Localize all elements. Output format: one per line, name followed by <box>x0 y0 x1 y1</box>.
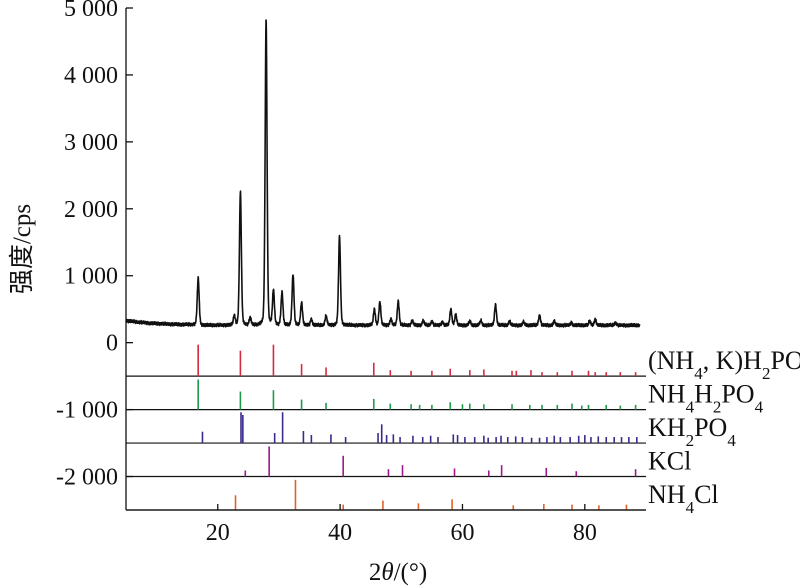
y-tick-label: -2 000 <box>56 465 118 491</box>
y-tick-label: 5 000 <box>64 0 118 22</box>
y-tick-label: 3 000 <box>64 130 118 156</box>
reference-pattern-label: NH4H2PO4 <box>648 380 764 417</box>
measured-diffraction-curve <box>125 19 641 328</box>
x-axis-label-suffix: /(°) <box>394 559 428 586</box>
y-axis-label: 强度/cps <box>8 204 36 294</box>
reference-pattern: NH4H2PO4 <box>126 379 764 416</box>
reference-pattern-label: KH2PO4 <box>648 413 736 450</box>
reference-pattern: NH4Cl <box>126 479 719 517</box>
y-axis-tick-labels: 5 000 4 000 3 000 2 000 1 000 0 -1 000 -2 000 <box>56 0 118 491</box>
y-tick-label: 2 000 <box>64 197 118 223</box>
y-axis-ticks <box>126 7 133 478</box>
reference-patterns: (NH4, K)H2PO4NH4H2PO4KH2PO4KCl NH4Cl <box>126 344 800 517</box>
y-tick-label: 1 000 <box>64 264 118 290</box>
x-tick-label: 40 <box>328 520 352 546</box>
x-axis-label-prefix: 2 <box>369 559 382 586</box>
y-tick-label: 0 <box>106 331 118 357</box>
reference-pattern-label: KCl <box>648 447 691 476</box>
y-tick-label: -1 000 <box>56 398 118 424</box>
y-tick-label: 4 000 <box>64 63 118 89</box>
reference-pattern: (NH4, K)H2PO4 <box>126 344 800 383</box>
reference-pattern: KCl <box>126 446 691 478</box>
x-axis-ticks <box>217 504 586 510</box>
reference-pattern-label: (NH4, K)H2PO4 <box>648 346 800 383</box>
x-axis-label: 2θ/(°) <box>369 559 427 586</box>
reference-pattern-label: NH4Cl <box>648 480 719 517</box>
reference-pattern: KH2PO4 <box>126 412 736 450</box>
x-tick-label: 20 <box>206 520 230 546</box>
x-tick-label: 80 <box>573 520 597 546</box>
x-axis-tick-labels: 20 40 60 80 <box>206 520 597 546</box>
x-tick-label: 60 <box>450 520 474 546</box>
x-axis-label-variable: θ <box>381 559 393 586</box>
